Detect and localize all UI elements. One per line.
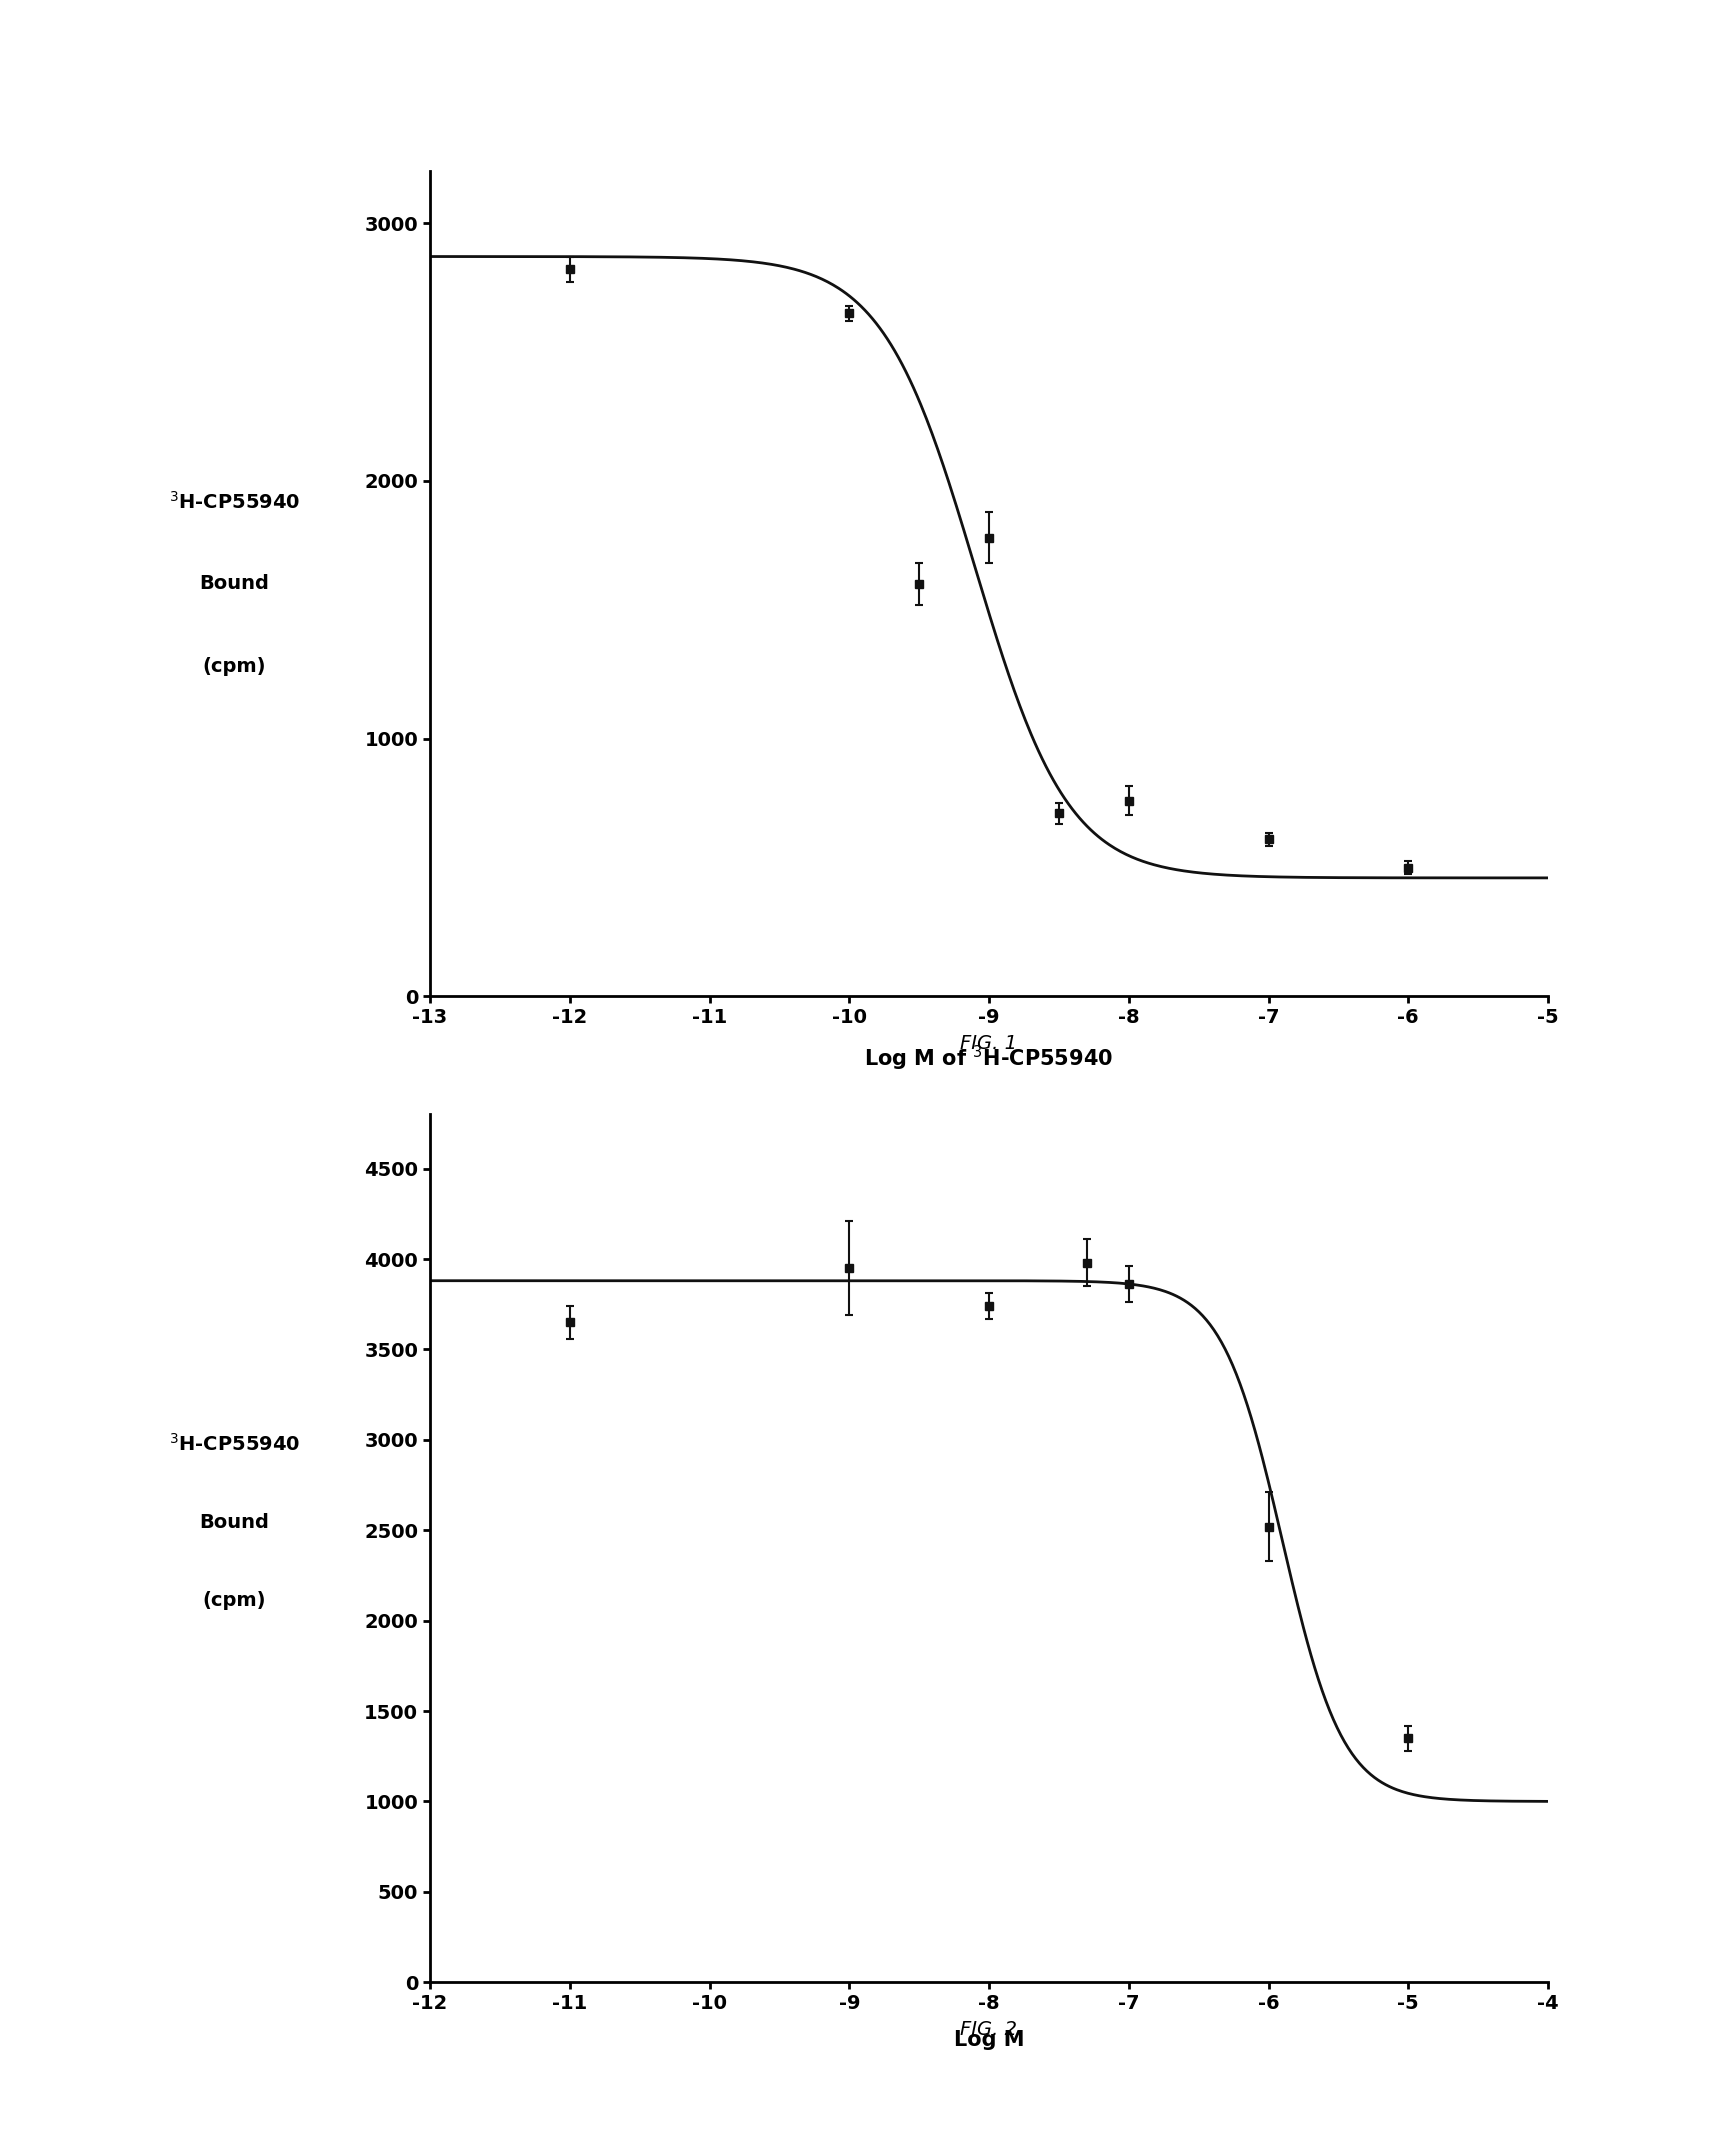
Text: $^{3}$H-CP55940: $^{3}$H-CP55940 <box>169 1434 299 1455</box>
Text: Bound: Bound <box>200 574 270 594</box>
Text: (cpm): (cpm) <box>203 1590 267 1609</box>
Text: Bound: Bound <box>200 1513 270 1532</box>
Text: $^{3}$H-CP55940: $^{3}$H-CP55940 <box>169 491 299 512</box>
Text: FIG. 2: FIG. 2 <box>960 2021 1018 2038</box>
X-axis label: Log M: Log M <box>955 2029 1023 2049</box>
Text: FIG. 1: FIG. 1 <box>960 1035 1018 1052</box>
X-axis label: Log M of $^{3}$H-CP55940: Log M of $^{3}$H-CP55940 <box>865 1044 1113 1074</box>
Text: (cpm): (cpm) <box>203 658 267 675</box>
